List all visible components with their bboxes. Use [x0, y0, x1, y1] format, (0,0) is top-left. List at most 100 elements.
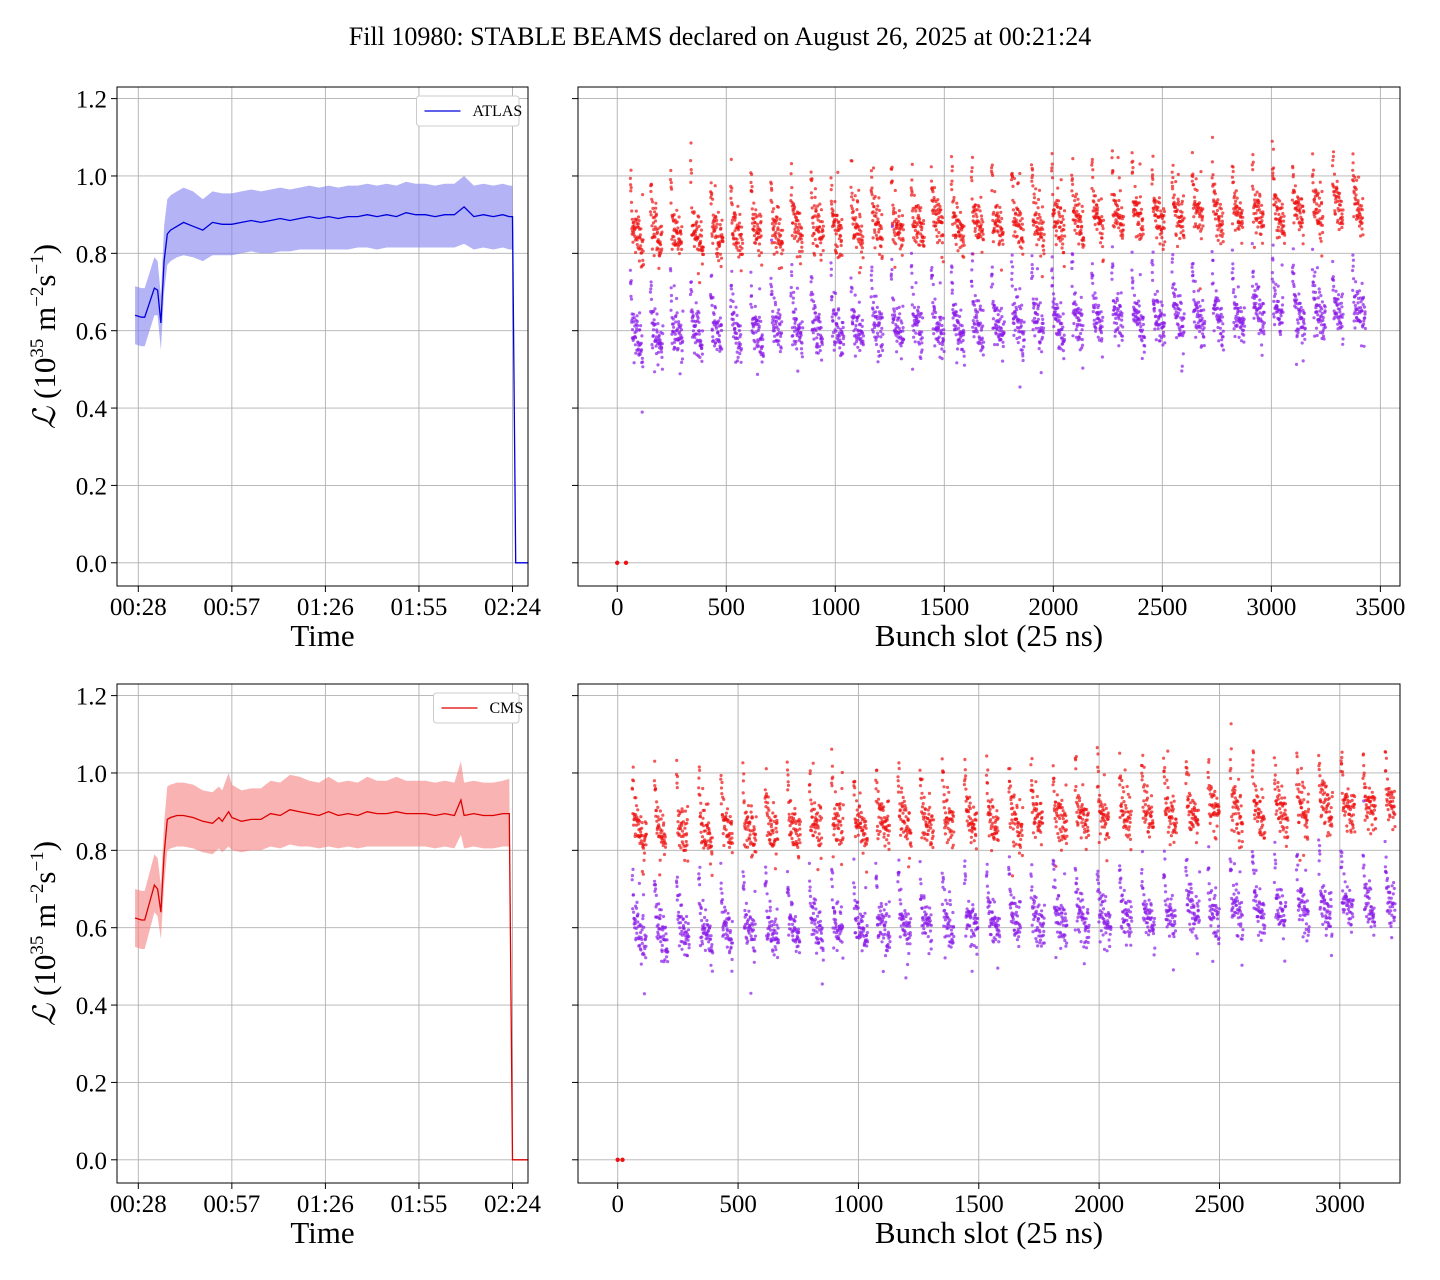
bunch-point — [916, 313, 920, 317]
bunch-point — [764, 792, 769, 796]
bunch-point — [1340, 225, 1344, 230]
bunch-point — [1172, 200, 1176, 204]
bunch-point — [1311, 247, 1315, 251]
bunch-point — [721, 236, 725, 240]
bunch-point-zero — [623, 560, 629, 565]
bunch-point — [853, 293, 857, 297]
bunch-point — [1336, 322, 1340, 326]
bunch-point — [729, 283, 734, 287]
bunch-point — [831, 855, 835, 859]
bunch-point — [882, 832, 886, 836]
bunch-point — [1215, 201, 1219, 205]
bunch-point — [1340, 212, 1344, 216]
bunch-point — [648, 210, 653, 214]
bunch-point — [1157, 317, 1161, 321]
bunch-point — [917, 342, 922, 346]
bunch-point — [1190, 265, 1194, 269]
bunch-point — [1037, 221, 1041, 225]
bunch-point — [718, 252, 723, 256]
bunch-point — [1202, 326, 1206, 330]
bunch-point — [774, 230, 778, 235]
bunch-point — [1021, 228, 1025, 232]
bunch-point — [864, 819, 868, 824]
bunch-point — [830, 764, 835, 768]
bunch-point — [1362, 344, 1366, 348]
bunch-point — [794, 821, 798, 826]
bunch-point — [1254, 301, 1258, 305]
bunch-point — [999, 210, 1003, 214]
bunch-point — [705, 839, 709, 843]
bunch-point — [1120, 334, 1125, 338]
bunch-point — [692, 351, 697, 355]
bunch-point — [770, 238, 774, 242]
bunch-point — [1059, 301, 1063, 305]
bunch-point — [1162, 324, 1166, 328]
bunch-point — [630, 787, 635, 791]
bunch-point — [1219, 242, 1223, 246]
bunch-point — [771, 323, 776, 327]
bunch-point — [759, 319, 763, 323]
bunch-point — [977, 341, 981, 346]
bunch-point — [840, 226, 844, 230]
bunch-point — [1173, 307, 1177, 311]
bunch-point — [1034, 220, 1038, 224]
bunch-point — [875, 781, 879, 785]
bunch-point — [861, 235, 865, 239]
atlas-time-panel: 0.00.20.40.60.81.01.200:28 00:57 01:26 01:5… — [27, 86, 541, 653]
bunch-point — [830, 295, 834, 299]
bunch-point — [910, 209, 915, 213]
bunch-point — [1179, 231, 1183, 235]
bunch-point — [649, 189, 653, 194]
bunch-point — [754, 850, 758, 854]
bunch-point — [1000, 227, 1004, 231]
bunch-point — [1258, 298, 1262, 302]
bunch-point — [1095, 321, 1099, 325]
bunch-point — [701, 248, 705, 252]
bunch-point — [1158, 242, 1162, 246]
bunch-point — [1052, 324, 1056, 329]
bunch-point — [937, 202, 941, 206]
bunch-point — [929, 179, 934, 183]
bunch-point — [970, 252, 974, 256]
bunch-point — [910, 263, 914, 268]
bunch-point — [875, 237, 880, 241]
bunch-point — [1211, 173, 1215, 177]
bunch-point — [879, 335, 883, 339]
bunch-point — [772, 224, 776, 228]
x-tick-label: 2000 — [1074, 1191, 1124, 1218]
bunch-point — [853, 779, 857, 784]
bunch-point — [771, 811, 775, 815]
bunch-point — [639, 341, 643, 345]
bunch-point — [775, 218, 779, 222]
bunch-point — [779, 346, 783, 350]
bunch-point — [897, 214, 901, 218]
bunch-point — [1176, 200, 1181, 204]
bunch-point — [1182, 312, 1186, 316]
bunch-point — [992, 229, 997, 233]
y-tick-label: 0.4 — [76, 396, 108, 423]
bunch-point — [1191, 174, 1195, 179]
bunch-point — [769, 825, 773, 829]
bunch-point — [724, 828, 728, 832]
bunch-point — [777, 308, 781, 312]
bunch-point — [1360, 208, 1364, 212]
bunch-point — [689, 280, 694, 284]
bunch-point — [1359, 300, 1363, 304]
bunch-point — [850, 159, 854, 163]
bunch-point — [679, 323, 683, 327]
bunch-point — [1118, 304, 1122, 309]
bunch-point — [1301, 204, 1305, 208]
bunch-point — [972, 300, 976, 304]
bunch-point — [756, 249, 761, 253]
bunch-point — [993, 190, 997, 194]
bunch-point — [671, 322, 675, 326]
bunch-point — [794, 216, 799, 220]
bunch-point — [1075, 231, 1079, 236]
bunch-point — [836, 326, 840, 330]
bunch-point — [897, 784, 901, 788]
bunch-point — [1121, 215, 1126, 219]
bunch-point — [809, 280, 813, 284]
bunch-point — [979, 214, 984, 218]
bunch-point — [697, 776, 701, 780]
bunch-point — [771, 234, 775, 238]
